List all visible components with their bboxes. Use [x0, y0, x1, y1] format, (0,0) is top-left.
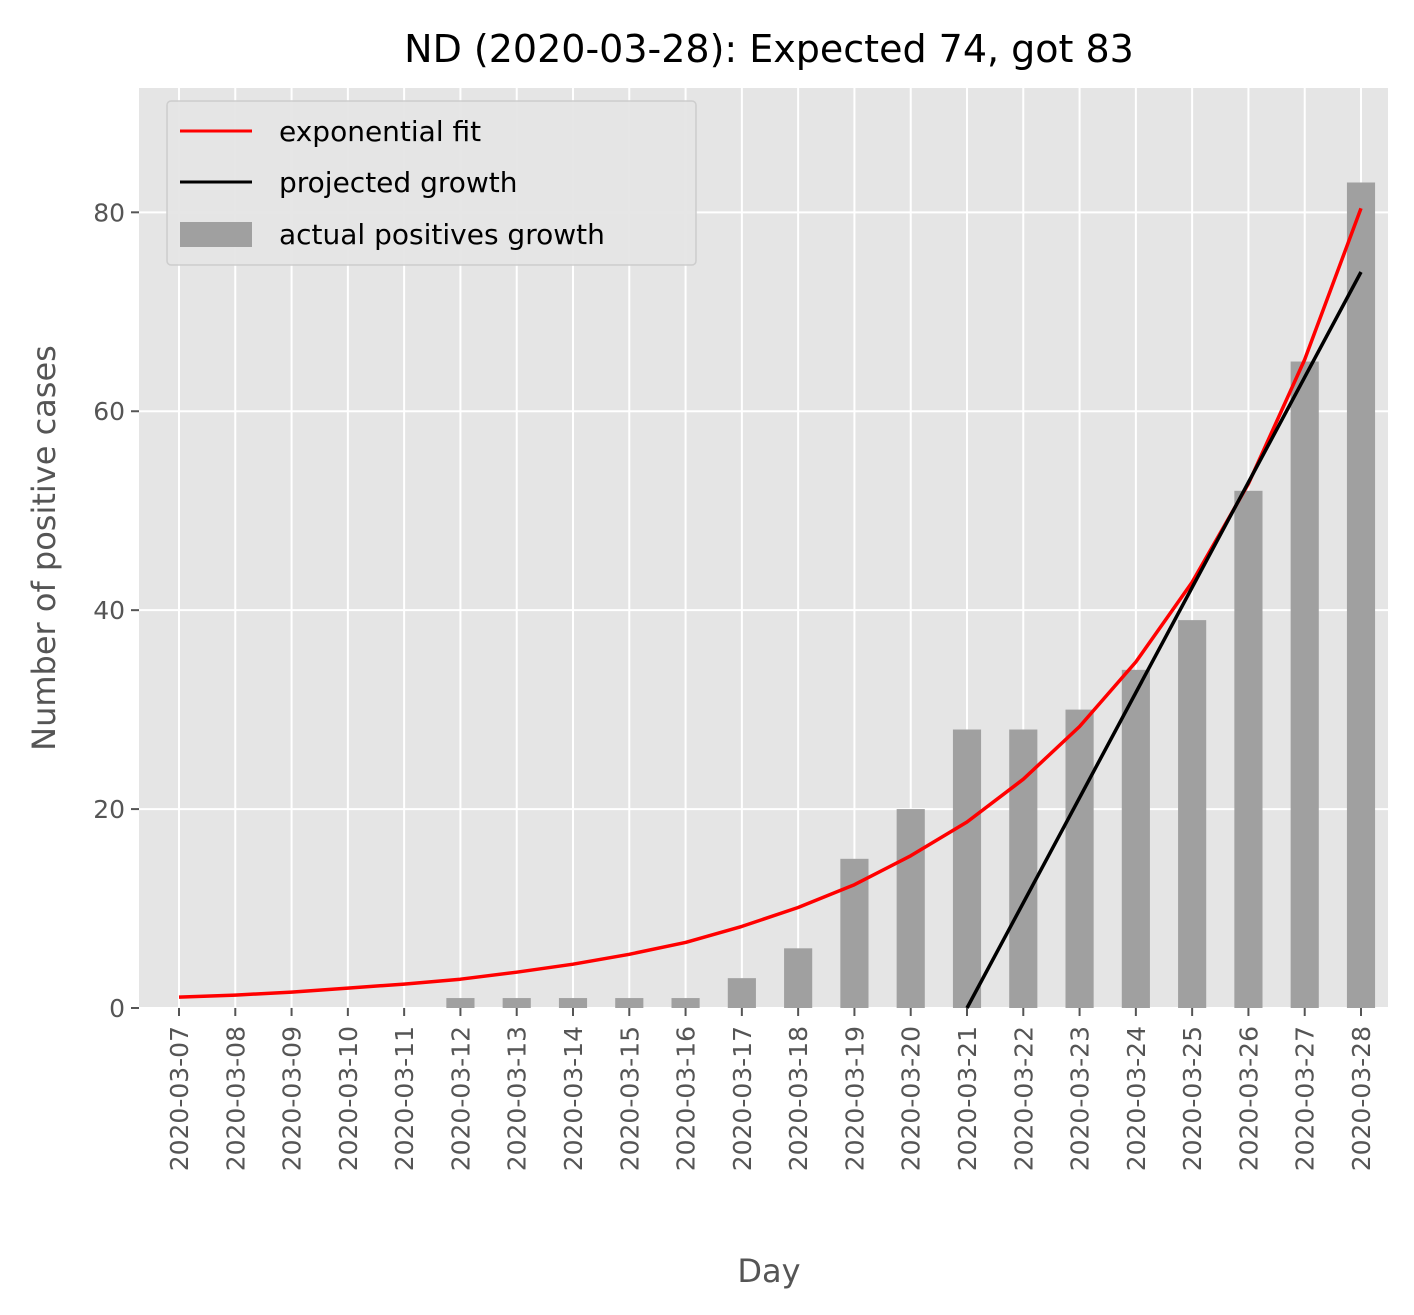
bar	[671, 998, 700, 1008]
x-tick-label: 2020-03-18	[784, 1026, 813, 1171]
x-tick-label: 2020-03-28	[1347, 1026, 1376, 1171]
x-tick-label: 2020-03-14	[559, 1026, 588, 1171]
legend-label-projected-growth: projected growth	[279, 166, 518, 199]
x-tick-label: 2020-03-07	[165, 1026, 194, 1171]
x-tick-label: 2020-03-08	[221, 1026, 250, 1171]
x-tick-label: 2020-03-26	[1234, 1026, 1263, 1171]
y-axis-label: Number of positive cases	[25, 345, 63, 751]
x-tick-label: 2020-03-09	[278, 1026, 307, 1171]
bar	[1346, 182, 1376, 1009]
bar	[1065, 709, 1094, 1008]
bar	[952, 729, 982, 1008]
bar	[896, 809, 925, 1008]
y-tick-label: 80	[93, 198, 125, 227]
x-tick-label: 2020-03-21	[953, 1026, 982, 1171]
series-line-projected-growth	[965, 271, 1363, 1009]
x-tick-label: 2020-03-27	[1291, 1026, 1320, 1171]
x-tick-label: 2020-03-20	[897, 1026, 926, 1171]
bar	[1290, 361, 1319, 1008]
y-axis: 0 20 40 60 80	[93, 198, 139, 1023]
bar	[1121, 669, 1150, 1008]
x-tick-label: 2020-03-11	[390, 1026, 419, 1171]
chart-title: ND (2020-03-28): Expected 74, got 83	[404, 27, 1134, 71]
bar	[784, 948, 813, 1008]
x-tick-label: 2020-03-13	[503, 1026, 532, 1171]
y-tick-label: 20	[93, 795, 125, 824]
bar	[558, 998, 588, 1008]
x-tick-label: 2020-03-25	[1178, 1026, 1207, 1171]
bar	[615, 998, 644, 1008]
legend-label-actual-positives-growth: actual positives growth	[279, 218, 605, 251]
bar	[502, 998, 531, 1008]
bar	[1009, 729, 1038, 1008]
x-axis: 2020-03-07 2020-03-08 2020-03-09 2020-03-10…	[165, 1008, 1376, 1171]
x-tick-label: 2020-03-15	[615, 1026, 644, 1171]
x-tick-label: 2020-03-16	[672, 1026, 701, 1171]
y-tick-label: 40	[93, 596, 125, 625]
x-axis-label: Day	[737, 1252, 800, 1290]
legend-box	[166, 100, 697, 266]
x-tick-label: 2020-03-22	[1009, 1026, 1038, 1171]
bar	[446, 998, 475, 1008]
x-tick-label: 2020-03-12	[446, 1026, 475, 1171]
x-tick-label: 2020-03-17	[728, 1026, 757, 1171]
x-tick-label: 2020-03-24	[1122, 1026, 1151, 1171]
y-tick-label: 60	[93, 397, 125, 426]
x-tick-label: 2020-03-23	[1066, 1026, 1095, 1171]
legend-swatch-actual-positives-growth	[180, 222, 252, 247]
y-tick-label: 0	[109, 994, 125, 1023]
x-tick-label: 2020-03-10	[334, 1026, 363, 1171]
series-line-exponential-fit	[178, 207, 1363, 999]
legend-label-exponential-fit: exponential fit	[279, 115, 481, 148]
bar	[727, 978, 756, 1008]
legend: exponential fit projected growth actual …	[166, 100, 697, 266]
line-series	[178, 207, 1363, 1009]
bar	[1178, 620, 1207, 1008]
x-tick-label: 2020-03-19	[840, 1026, 869, 1171]
bar	[1234, 490, 1263, 1009]
